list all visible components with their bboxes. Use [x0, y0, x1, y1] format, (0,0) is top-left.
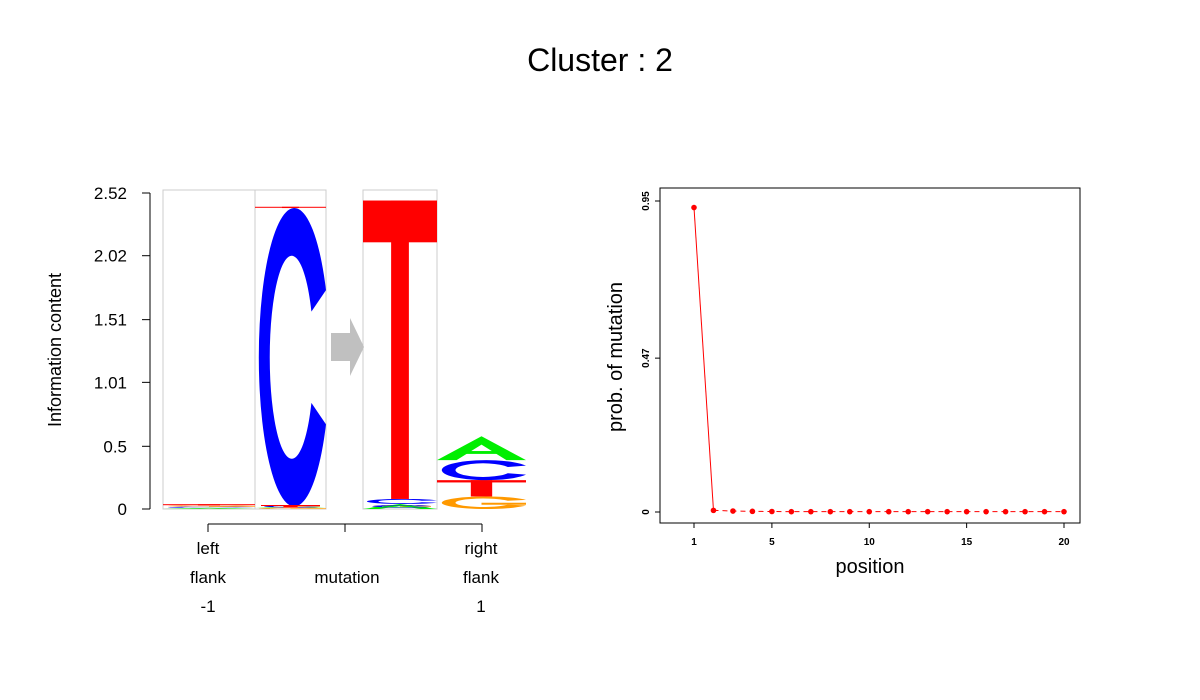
plot-point — [788, 508, 795, 515]
logo-letter-g-bar — [209, 506, 255, 507]
logo-x-group-label: left — [197, 539, 220, 558]
plot-point — [710, 507, 717, 514]
plot-series-line — [693, 207, 714, 511]
logo-letter — [441, 460, 526, 481]
logo-y-tick-label: 2.02 — [94, 247, 127, 266]
logo-y-tick-label: 2.52 — [94, 184, 127, 203]
logo-letter-g — [441, 496, 526, 509]
plot-x-tick-label: 15 — [961, 537, 973, 548]
logo-letter-c — [372, 504, 431, 508]
plot-point — [808, 508, 814, 515]
logo-x-group-label: mutation — [314, 568, 379, 587]
plot-x-tick-label: 20 — [1058, 537, 1070, 548]
logo-x-group-label: right — [464, 539, 497, 558]
plot-point — [983, 508, 989, 515]
logo-x-group-label: flank — [463, 568, 499, 587]
logo-letter — [163, 507, 255, 509]
logo-letter — [258, 208, 326, 507]
logo-letter — [255, 206, 326, 209]
plot-point — [963, 508, 970, 515]
plot-point — [749, 508, 756, 515]
logo-letter — [437, 480, 526, 497]
logo-letter — [163, 504, 255, 506]
logo-letter-a-body — [437, 436, 526, 461]
plot-y-tick-label: 0 — [641, 509, 652, 515]
plot-y-axis-label: prob. of mutation — [605, 282, 627, 432]
logo-letter-a-body — [363, 503, 437, 509]
logo-letter-g-bar — [481, 502, 526, 505]
plot-point — [1022, 508, 1028, 515]
plot-x-tick-label: 10 — [864, 537, 876, 548]
plot-point — [730, 508, 736, 514]
logo-letter-a-body — [163, 507, 255, 509]
plot-point — [1041, 508, 1048, 515]
logo-letter-small — [261, 505, 320, 508]
logo-letter-c — [258, 208, 326, 507]
logo-letter-t-stem — [470, 480, 493, 497]
mutation-arrow-icon — [331, 318, 364, 376]
logo-letter — [258, 507, 326, 510]
plot-point — [769, 508, 775, 515]
logo-column-frame — [362, 189, 438, 510]
logo-letter — [441, 496, 526, 509]
logo-letter-c — [167, 506, 255, 508]
logo-x-group-label: -1 — [200, 597, 215, 616]
logo-y-tick-label: 1.01 — [94, 373, 127, 392]
logo-letter-c — [441, 460, 526, 481]
logo-letter — [167, 505, 255, 507]
plot-x-tick-label: 1 — [691, 537, 697, 548]
logo-y-tick-label: 0 — [118, 500, 127, 519]
plot-point — [691, 204, 697, 211]
plot-point — [827, 508, 834, 515]
logo-letter-c — [366, 498, 437, 504]
plot-point — [905, 508, 912, 515]
plot-point — [866, 508, 873, 515]
logo-y-axis-label: Information content — [45, 273, 65, 427]
plot-point — [924, 508, 931, 515]
logo-letter — [366, 498, 437, 504]
plot-x-tick-label: 5 — [769, 537, 775, 548]
plot-point — [846, 508, 853, 515]
chart-title: Cluster : 2 — [527, 42, 673, 78]
plot-point — [1002, 508, 1009, 515]
plot-y-tick-label: 0.95 — [641, 191, 652, 211]
logo-letter-t-stem — [283, 505, 298, 508]
plot-y-tick-label: 0.47 — [641, 348, 652, 368]
logo-letter-g-bar — [290, 508, 326, 510]
logo-column-frame — [162, 189, 256, 510]
logo-letter-g-bar — [290, 506, 320, 508]
logo-letter-t-stem — [281, 206, 300, 209]
plot-point — [944, 508, 950, 515]
logo-letter — [437, 436, 526, 461]
logo-letter-t-stem — [197, 504, 221, 506]
logo-letter — [363, 200, 437, 499]
logo-y-tick-label: 1.51 — [94, 311, 127, 330]
plot-point — [885, 508, 892, 515]
logo-letter-a-body — [255, 506, 326, 508]
plot-x-axis-label: position — [836, 556, 905, 578]
logo-letter-small — [372, 504, 431, 508]
logo-x-group-label: flank — [190, 568, 226, 587]
logo-letter — [167, 506, 255, 508]
plot-point — [1061, 508, 1067, 515]
logo-y-tick-label: 0.5 — [103, 437, 127, 456]
plot-frame — [659, 187, 1081, 524]
logo-letter-a-bar — [463, 451, 500, 454]
logo-x-group-label: 1 — [476, 597, 485, 616]
logo-letter-t-stem — [391, 200, 409, 499]
